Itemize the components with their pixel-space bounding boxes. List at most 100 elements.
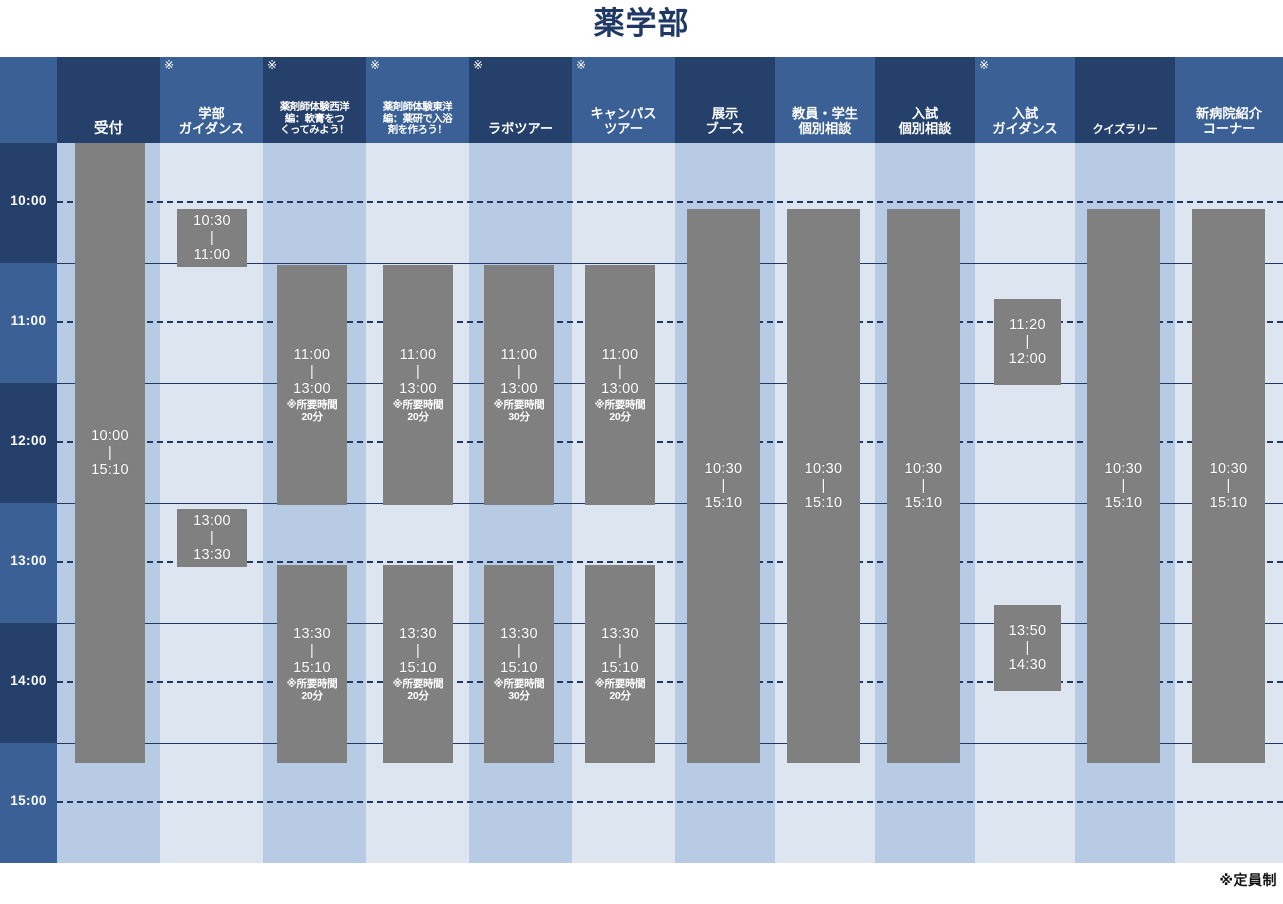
column-header-lab-tour[interactable]: ※ ラボツアー — [469, 57, 572, 143]
event-block-admissions-guidance[interactable]: 13:50 | 14:30 — [994, 605, 1061, 691]
column-header-label: クイズラリー — [1092, 124, 1158, 137]
column-header-reception[interactable]: 受付 — [57, 57, 160, 143]
capacity-mark-icon: ※ — [370, 58, 381, 72]
schedule-grid: 受付 ※ 学部 ガイダンス ※ 薬剤師体験西洋 編：軟膏をつ くってみよう！ ※ 薬剤師体験… — [0, 57, 1283, 863]
time-axis-cell: 14:00 — [0, 623, 57, 743]
column-header-new-hospital-corner[interactable]: 新病院紹介 コーナー — [1175, 57, 1283, 143]
event-block-admissions-guidance[interactable]: 11:20 | 12:00 — [994, 299, 1061, 385]
column-header-label: キャンパス ツアー — [590, 106, 657, 137]
time-axis-tick-label: 15:00 — [10, 793, 47, 808]
hour-separator-line — [57, 503, 1283, 504]
event-block-campus-tour[interactable]: 13:30 | 15:10 ※所要時間 20分 — [585, 565, 655, 763]
time-axis-tick-label: 11:00 — [10, 313, 47, 328]
event-block-reception[interactable]: 10:00 | 15:10 — [75, 143, 145, 763]
event-time-range: 13:00 | 13:30 — [193, 512, 231, 563]
column-header-quiz-rally[interactable]: クイズラリー — [1075, 57, 1175, 143]
column-header-label: 学部 ガイダンス — [178, 106, 245, 137]
event-duration-note: ※所要時間 20分 — [392, 399, 444, 423]
event-block-exhibition-booth[interactable]: 10:30 | 15:10 — [687, 209, 760, 763]
time-axis-cell: 13:00 — [0, 503, 57, 623]
event-duration-note: ※所要時間 20分 — [594, 678, 646, 702]
hour-separator-line — [57, 623, 1283, 624]
hour-tick-dashed-line — [57, 441, 1283, 443]
event-block-admissions-consult[interactable]: 10:30 | 15:10 — [887, 209, 960, 763]
event-time-range: 11:00 | 13:00 — [601, 347, 639, 397]
hour-separator-line — [57, 743, 1283, 744]
event-duration-note: ※所要時間 20分 — [286, 678, 338, 702]
event-block-lab-tour[interactable]: 11:00 | 13:00 ※所要時間 30分 — [484, 265, 554, 505]
event-time-range: 10:30 | 15:10 — [804, 460, 843, 511]
hour-tick-dashed-line — [57, 321, 1283, 323]
time-axis-tick-label: 13:00 — [10, 553, 47, 568]
event-duration-note: ※所要時間 20分 — [286, 399, 338, 423]
column-header-exhibition-booth[interactable]: 展示 ブース — [675, 57, 775, 143]
hour-separator-line — [57, 383, 1283, 384]
event-block-faculty-guidance[interactable]: 13:00 | 13:30 — [177, 509, 247, 567]
event-time-range: 13:30 | 15:10 — [293, 626, 331, 676]
column-header-pharmacist-eastern[interactable]: ※ 薬剤師体験東洋 編：薬研で入浴 剤を作ろう！ — [366, 57, 469, 143]
time-axis-tick-label: 10:00 — [10, 193, 47, 208]
column-header-label: 入試 ガイダンス — [992, 106, 1058, 137]
event-block-campus-tour[interactable]: 11:00 | 13:00 ※所要時間 20分 — [585, 265, 655, 505]
event-time-range: 10:30 | 11:00 — [193, 212, 231, 263]
capacity-mark-icon: ※ — [164, 58, 175, 72]
column-header-label: ラボツアー — [487, 121, 554, 137]
column-header-label: 展示 ブース — [705, 106, 745, 137]
schedule-header-row: 受付 ※ 学部 ガイダンス ※ 薬剤師体験西洋 編：軟膏をつ くってみよう！ ※ 薬剤師体験… — [0, 57, 1283, 143]
time-axis-cell: 11:00 — [0, 263, 57, 383]
event-time-range: 11:00 | 13:00 — [399, 347, 437, 397]
column-header-label: 教員・学生 個別相談 — [792, 106, 858, 137]
capacity-footnote: ※定員制 — [1219, 872, 1277, 888]
column-header-faculty-student-consult[interactable]: 教員・学生 個別相談 — [775, 57, 875, 143]
hour-tick-dashed-line — [57, 561, 1283, 563]
event-duration-note: ※所要時間 20分 — [594, 399, 646, 423]
event-time-range: 13:30 | 15:10 — [601, 626, 639, 676]
event-block-pharmacist-western[interactable]: 11:00 | 13:00 ※所要時間 20分 — [277, 265, 347, 505]
time-axis-cell: 12:00 — [0, 383, 57, 503]
event-block-pharmacist-western[interactable]: 13:30 | 15:10 ※所要時間 20分 — [277, 565, 347, 763]
event-time-range: 10:30 | 15:10 — [1209, 460, 1248, 511]
time-axis-cell: 10:00 — [0, 143, 57, 263]
event-time-range: 11:00 | 13:00 — [293, 347, 331, 397]
event-block-faculty-guidance[interactable]: 10:30 | 11:00 — [177, 209, 247, 267]
hour-tick-dashed-line — [57, 201, 1283, 203]
hour-tick-dashed-line — [57, 801, 1283, 803]
time-axis-cell: 15:00 — [0, 743, 57, 863]
hour-tick-dashed-line — [57, 681, 1283, 683]
event-block-pharmacist-eastern[interactable]: 13:30 | 15:10 ※所要時間 20分 — [383, 565, 453, 763]
column-header-label: 薬剤師体験西洋 編：軟膏をつ くってみよう！ — [279, 102, 350, 137]
event-time-range: 13:30 | 15:10 — [500, 626, 538, 676]
column-header-admissions-consult[interactable]: 入試 個別相談 — [875, 57, 975, 143]
event-time-range: 13:50 | 14:30 — [1008, 622, 1047, 673]
event-time-range: 10:30 | 15:10 — [704, 460, 743, 511]
time-axis-tick-label: 14:00 — [10, 673, 47, 688]
hour-separator-line — [57, 263, 1283, 264]
event-block-new-hospital-corner[interactable]: 10:30 | 15:10 — [1192, 209, 1265, 763]
event-time-range: 10:00 | 15:10 — [91, 427, 129, 478]
event-block-lab-tour[interactable]: 13:30 | 15:10 ※所要時間 30分 — [484, 565, 554, 763]
column-header-label: 新病院紹介 コーナー — [1196, 106, 1262, 137]
event-time-range: 10:30 | 15:10 — [904, 460, 943, 511]
page-title: 薬学部 — [593, 6, 690, 41]
column-header-label: 薬剤師体験東洋 編：薬研で入浴 剤を作ろう！ — [382, 102, 453, 137]
column-header-faculty-guidance[interactable]: ※ 学部 ガイダンス — [160, 57, 263, 143]
event-block-quiz-rally[interactable]: 10:30 | 15:10 — [1087, 209, 1160, 763]
event-block-faculty-student-consult[interactable]: 10:30 | 15:10 — [787, 209, 860, 763]
event-time-range: 11:00 | 13:00 — [500, 347, 538, 397]
capacity-mark-icon: ※ — [473, 58, 484, 72]
event-duration-note: ※所要時間 30分 — [493, 399, 545, 423]
event-time-range: 13:30 | 15:10 — [399, 626, 437, 676]
event-time-range: 10:30 | 15:10 — [1104, 460, 1143, 511]
column-header-label: 受付 — [94, 120, 123, 137]
event-duration-note: ※所要時間 20分 — [392, 678, 444, 702]
column-header-campus-tour[interactable]: ※ キャンパス ツアー — [572, 57, 675, 143]
event-time-range: 11:20 | 12:00 — [1008, 316, 1047, 367]
event-block-pharmacist-eastern[interactable]: 11:00 | 13:00 ※所要時間 20分 — [383, 265, 453, 505]
column-header-label: 入試 個別相談 — [898, 106, 952, 137]
capacity-mark-icon: ※ — [267, 58, 278, 72]
column-header-admissions-guidance[interactable]: ※ 入試 ガイダンス — [975, 57, 1075, 143]
column-header-pharmacist-western[interactable]: ※ 薬剤師体験西洋 編：軟膏をつ くってみよう！ — [263, 57, 366, 143]
time-axis-tick-label: 12:00 — [10, 433, 47, 448]
schedule-body: 10:00 11:00 12:00 13:00 14:00 15:00 10:00 | 15… — [0, 143, 1283, 863]
